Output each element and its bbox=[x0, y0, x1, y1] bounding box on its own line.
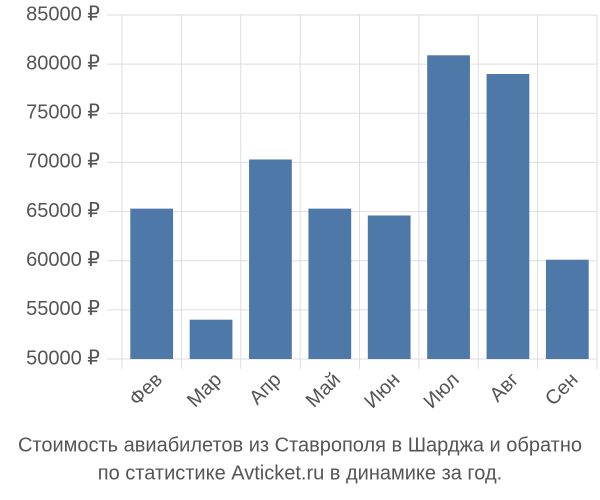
bar bbox=[486, 73, 530, 359]
bar bbox=[308, 208, 352, 359]
x-tick-label: Июн bbox=[360, 369, 404, 413]
y-tick-label: 65000 ₽ bbox=[26, 200, 100, 222]
y-tick-label: 60000 ₽ bbox=[26, 249, 100, 271]
bar bbox=[130, 208, 174, 359]
y-tick-label: 85000 ₽ bbox=[26, 3, 100, 25]
bar bbox=[545, 259, 589, 359]
chart-title: Стоимость авиабилетов из Ставрополя в Ша… bbox=[18, 434, 582, 456]
x-tick-label: Май bbox=[302, 369, 345, 412]
y-tick-label: 55000 ₽ bbox=[26, 298, 100, 320]
y-tick-label: 75000 ₽ bbox=[26, 102, 100, 124]
bar bbox=[249, 159, 292, 359]
x-tick-label: Мар bbox=[183, 369, 226, 412]
x-tick-label: Фев bbox=[125, 369, 167, 411]
bar bbox=[367, 215, 411, 359]
x-tick-label: Сен bbox=[541, 369, 582, 410]
chart-subtitle: по статистике Avticket.ru в динамике за … bbox=[98, 462, 502, 484]
bar bbox=[427, 55, 470, 359]
x-tick-label: Авг bbox=[486, 369, 524, 407]
y-tick-label: 50000 ₽ bbox=[26, 347, 100, 369]
y-tick-label: 80000 ₽ bbox=[26, 52, 100, 74]
bar bbox=[189, 319, 233, 359]
x-tick-label: Апр bbox=[245, 369, 286, 410]
y-tick-label: 70000 ₽ bbox=[26, 151, 100, 173]
x-tick-label: Июл bbox=[420, 369, 464, 413]
